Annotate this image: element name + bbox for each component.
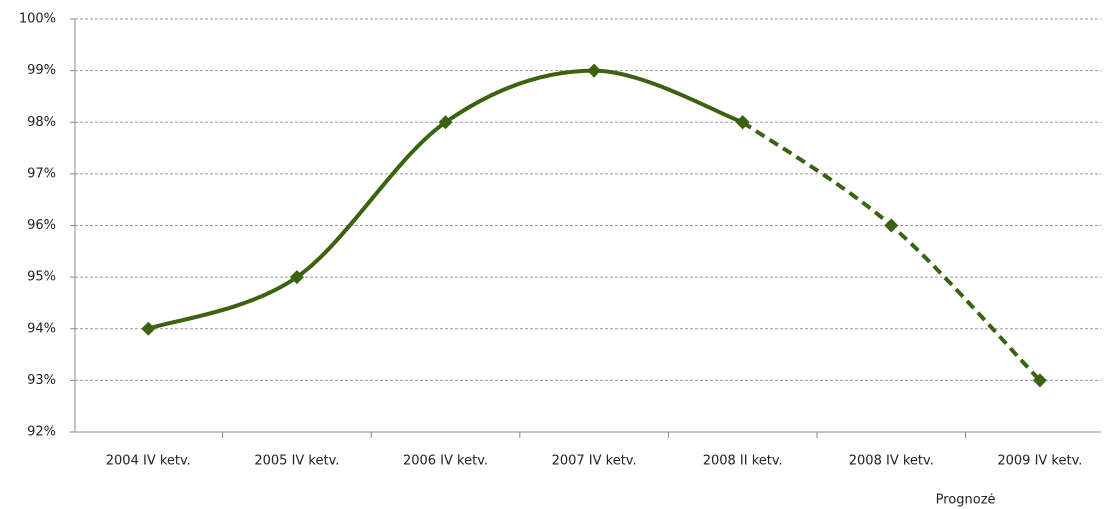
x-tick-label: 2005 IV ketv. <box>254 454 339 469</box>
series-line <box>741 120 1042 382</box>
marker <box>735 115 750 130</box>
marker <box>884 218 899 233</box>
marker <box>1032 373 1047 388</box>
x-tick-label: 2008 IV ketv. <box>849 454 934 469</box>
x-tick-label: 2009 IV ketv. <box>997 454 1082 469</box>
y-tick-label: 92% <box>27 425 56 440</box>
x-tick-label: 2008 II ketv. <box>703 454 783 469</box>
y-tick-label: 94% <box>27 321 56 336</box>
y-tick-label: 98% <box>27 115 56 130</box>
series-label: Prognozė <box>936 493 996 508</box>
y-tick-label: 96% <box>27 218 56 233</box>
marker <box>141 321 156 336</box>
marker <box>289 270 304 285</box>
y-tick-label: 100% <box>19 12 56 27</box>
marker <box>438 115 453 130</box>
y-tick-label: 99% <box>27 63 56 78</box>
y-tick-label: 95% <box>27 270 56 285</box>
x-tick-label: 2004 IV ketv. <box>106 454 191 469</box>
marker <box>587 63 602 78</box>
x-tick-label: 2007 IV ketv. <box>552 454 637 469</box>
series-line <box>147 68 744 331</box>
x-tick-label: 2006 IV ketv. <box>403 454 488 469</box>
y-tick-label: 97% <box>27 166 56 181</box>
y-tick-label: 93% <box>27 373 56 388</box>
